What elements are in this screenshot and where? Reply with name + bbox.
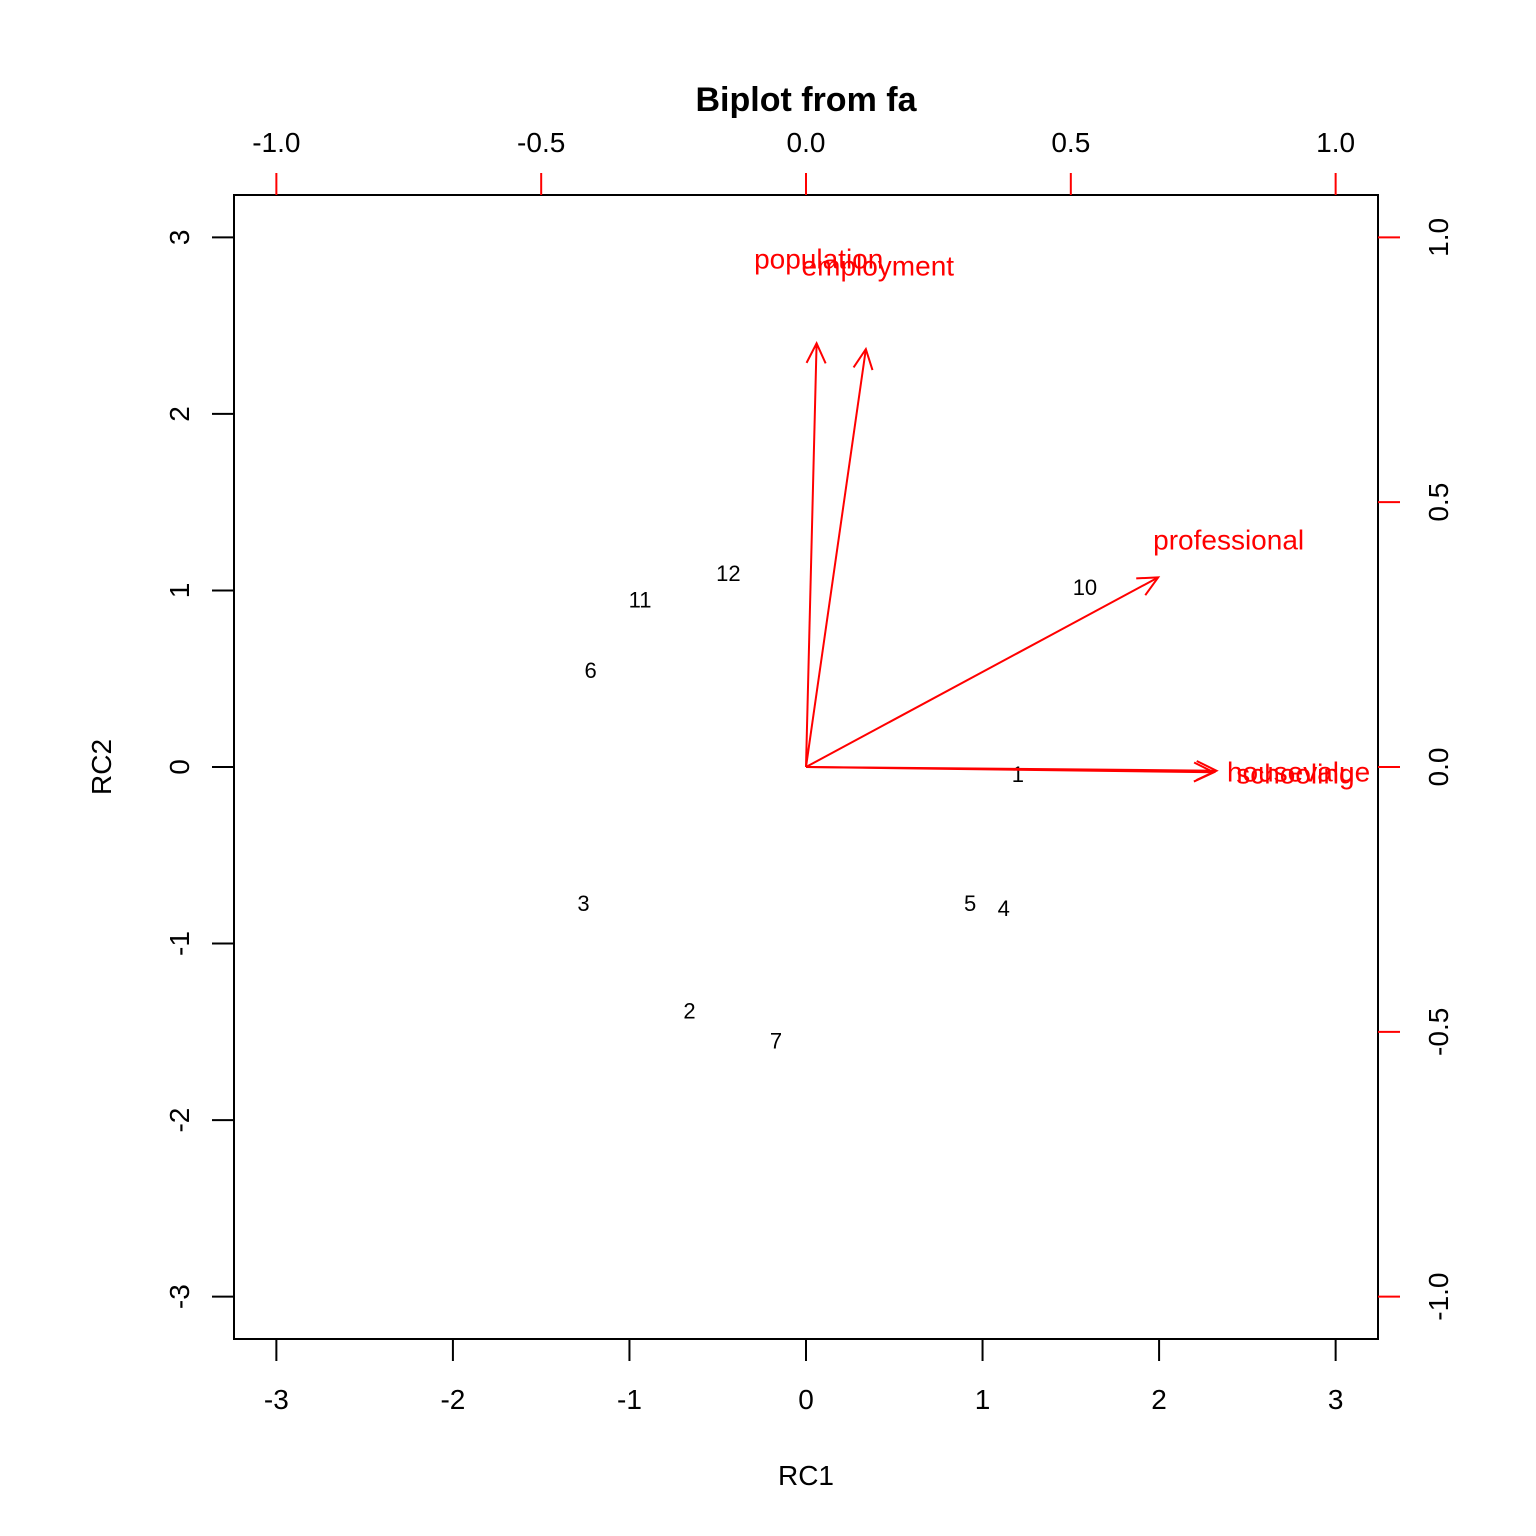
loading-label: employment — [802, 251, 955, 282]
loading-arrow — [805, 576, 1159, 768]
top-axis: -1.0 -0.5 0.0 0.5 1.0 — [252, 127, 1355, 195]
chart-title: Biplot from fa — [696, 81, 918, 119]
y-tick-label: -3 — [164, 1284, 195, 1309]
loading-arrowhead — [852, 346, 874, 371]
point-label: 7 — [770, 1029, 782, 1054]
point-label: 3 — [577, 891, 589, 916]
x-tick-label: 2 — [1151, 1384, 1167, 1415]
loading-arrowhead — [1136, 576, 1161, 596]
bottom-axis: -3 -2 -1 0 1 2 3 — [264, 1339, 1344, 1415]
y-tick-label: 2 — [164, 406, 195, 422]
point-label: 1 — [1012, 762, 1024, 787]
x-tick-label: 0 — [798, 1384, 814, 1415]
right-axis: -1.0 -0.5 0.0 0.5 1.0 — [1378, 218, 1454, 1321]
x-axis-label: RC1 — [778, 1460, 834, 1491]
x-tick-label: -3 — [264, 1384, 289, 1415]
top-tick-label: 1.0 — [1316, 127, 1355, 158]
loading-label: population — [754, 244, 883, 275]
loading-arrowhead — [1196, 760, 1219, 781]
y-tick-label: -1 — [164, 931, 195, 956]
y-tick-label: 1 — [164, 583, 195, 599]
y-tick-label: 0 — [164, 759, 195, 775]
x-tick-label: -1 — [617, 1384, 642, 1415]
y-axis-label: RC2 — [86, 739, 117, 795]
x-tick-label: 3 — [1328, 1384, 1344, 1415]
x-tick-label: -2 — [440, 1384, 465, 1415]
right-tick-label: -1.0 — [1423, 1273, 1454, 1321]
right-tick-label: 1.0 — [1423, 218, 1454, 257]
loading-label: housevalue — [1227, 756, 1370, 787]
point-label: 10 — [1073, 575, 1097, 600]
loading-label: schooling — [1236, 758, 1354, 789]
y-tick-label: 3 — [164, 230, 195, 246]
right-tick-label: 0.5 — [1423, 483, 1454, 522]
point-label: 11 — [629, 587, 652, 612]
loading-label: professional — [1153, 524, 1304, 555]
top-tick-label: 0.0 — [787, 127, 826, 158]
point-label: 4 — [998, 896, 1010, 921]
point-label: 6 — [584, 658, 596, 683]
top-tick-label: 0.5 — [1051, 127, 1090, 158]
point-label: 12 — [716, 561, 740, 586]
point-label: 2 — [683, 999, 695, 1024]
loading-arrowhead — [805, 340, 827, 364]
top-tick-label: -0.5 — [517, 127, 565, 158]
left-axis: -3 -2 -1 0 1 2 3 — [164, 230, 234, 1309]
x-tick-label: 1 — [975, 1384, 991, 1415]
right-tick-label: -0.5 — [1423, 1008, 1454, 1056]
point-label: 5 — [964, 891, 976, 916]
right-tick-label: 0.0 — [1423, 748, 1454, 787]
loading-arrow — [805, 766, 1217, 772]
loading-arrow — [805, 348, 867, 768]
top-tick-label: -1.0 — [252, 127, 300, 158]
loading-arrow — [805, 343, 818, 768]
y-tick-label: -2 — [164, 1108, 195, 1133]
